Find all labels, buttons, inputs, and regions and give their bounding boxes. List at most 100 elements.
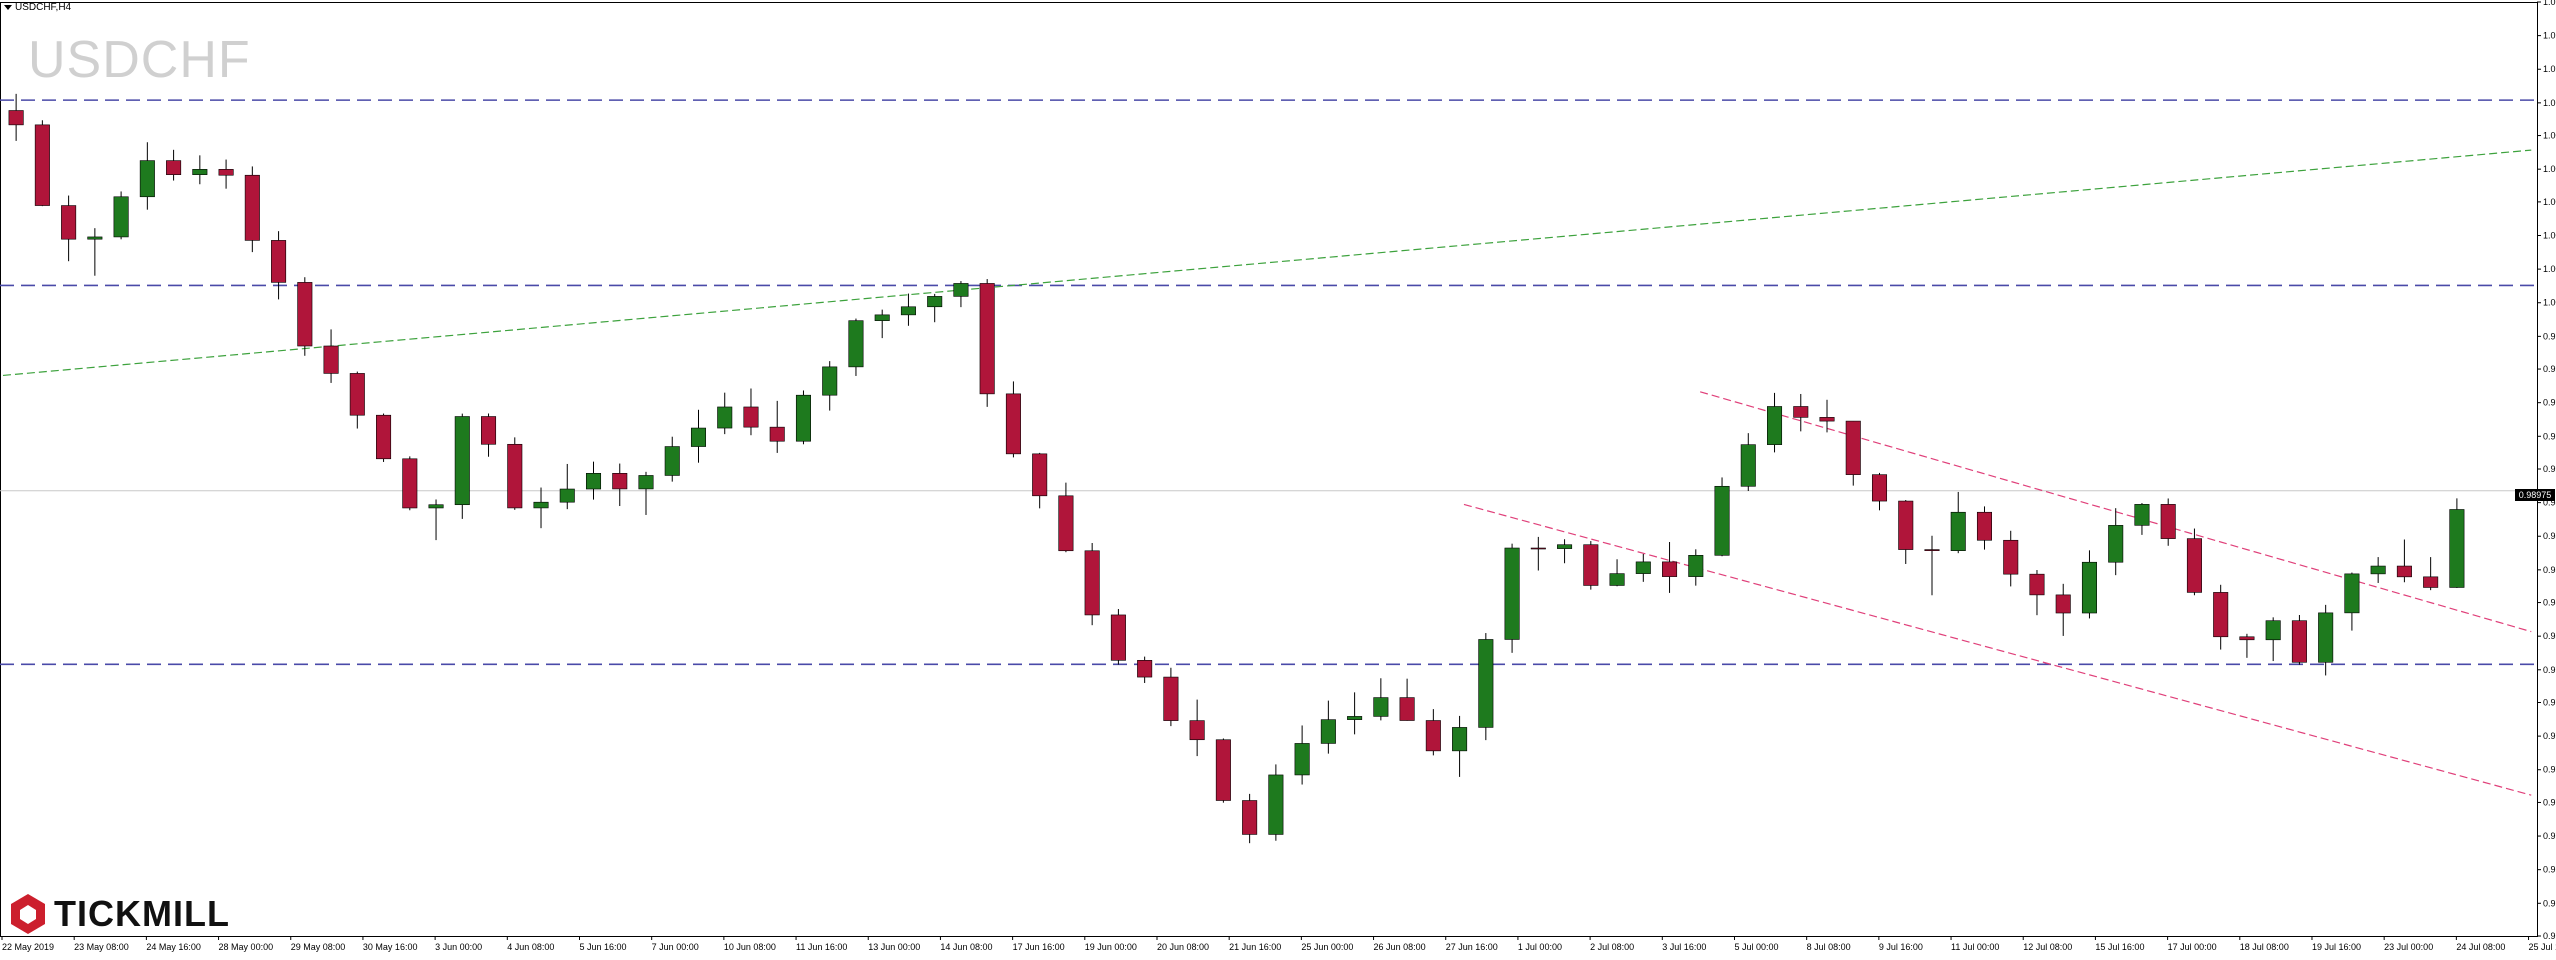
- candle: [1530, 536, 1546, 571]
- candle: [1137, 656, 1153, 683]
- x-tick-label: 1 Jul 00:00: [1518, 942, 1562, 952]
- x-tick-label: 23 Jul 00:00: [2384, 942, 2433, 952]
- y-tick-label: 1.01110: [2543, 98, 2556, 108]
- candle: [1032, 452, 1048, 509]
- chart-symbol-title: USDCHF,H4: [15, 2, 72, 13]
- x-tick-label: 5 Jul 00:00: [1734, 942, 1778, 952]
- y-tick-label: 0.98910: [2543, 498, 2556, 508]
- x-tick-label: 13 Jun 00:00: [868, 942, 920, 952]
- x-tick-label: 19 Jun 00:00: [1085, 942, 1137, 952]
- time-axis: 22 May 2019 23 May 08:00 24 May 16:00 28 Ma…: [1, 936, 2556, 952]
- candle: [927, 293, 943, 323]
- candle: [1635, 553, 1651, 582]
- candle: [874, 309, 890, 339]
- y-tick-label: 0.97440: [2543, 765, 2556, 775]
- candle: [2108, 508, 2124, 576]
- y-tick-label: 0.96890: [2543, 865, 2556, 875]
- candle: [717, 392, 733, 435]
- candle: [1084, 543, 1100, 626]
- candle: [1583, 541, 1599, 590]
- candle: [244, 166, 260, 253]
- candle: [192, 155, 208, 185]
- x-tick-label: 2 Jul 08:00: [1590, 942, 1634, 952]
- candle: [323, 329, 339, 383]
- candle: [2344, 572, 2360, 631]
- chart-header[interactable]: USDCHF,H4: [4, 2, 71, 13]
- candle: [428, 499, 444, 541]
- x-tick-label: 19 Jul 16:00: [2312, 942, 2361, 952]
- candle: [1714, 477, 1730, 557]
- candle: [1215, 738, 1231, 803]
- candle: [1005, 381, 1021, 458]
- x-tick-label: 8 Jul 08:00: [1807, 942, 1851, 952]
- candle: [979, 279, 995, 407]
- candle: [1557, 539, 1573, 564]
- candle: [2370, 557, 2386, 583]
- x-tick-label: 17 Jun 16:00: [1013, 942, 1065, 952]
- rising-trendline: [2, 149, 2532, 377]
- candle: [2029, 570, 2045, 616]
- x-tick-label: 12 Jul 08:00: [2023, 942, 2072, 952]
- horizontal-levels: [0, 99, 2537, 666]
- x-tick-label: 9 Jul 16:00: [1879, 942, 1923, 952]
- candle: [271, 231, 287, 300]
- candle: [1399, 678, 1415, 721]
- x-tick-label: 4 Jun 08:00: [507, 942, 554, 952]
- candle: [507, 437, 523, 510]
- candle: [297, 277, 313, 356]
- candle: [559, 463, 575, 510]
- y-tick-label: 0.99825: [2543, 331, 2556, 341]
- trendlines: [2, 149, 2532, 796]
- candle: [2423, 557, 2439, 591]
- x-tick-label: 26 Jun 08:00: [1374, 942, 1426, 952]
- candle: [1793, 393, 1809, 432]
- candle: [2239, 633, 2255, 658]
- x-tick-label: 25 Jun 00:00: [1301, 942, 1353, 952]
- candle: [1425, 709, 1441, 756]
- y-tick-label: 0.97260: [2543, 797, 2556, 807]
- y-tick-label: 0.98175: [2543, 631, 2556, 641]
- y-tick-label: 1.00745: [2543, 164, 2556, 174]
- candle: [1163, 667, 1179, 727]
- x-tick-label: 25 Jul 16:00: [2529, 942, 2556, 952]
- candle: [1688, 549, 1704, 586]
- candle: [900, 293, 916, 326]
- candle: [585, 461, 602, 500]
- candle: [1268, 764, 1284, 841]
- y-tick-label: 0.98725: [2543, 531, 2556, 541]
- candle: [2213, 584, 2229, 650]
- candlesticks: [8, 93, 2465, 844]
- x-tick-label: 10 Jun 08:00: [724, 942, 776, 952]
- candle: [822, 361, 838, 411]
- x-tick-label: 23 May 08:00: [74, 942, 129, 952]
- candle: [1950, 491, 1966, 554]
- y-tick-label: 0.99095: [2543, 464, 2556, 474]
- brand-logo: TICKMILL: [8, 892, 230, 936]
- x-tick-label: 14 Jun 08:00: [940, 942, 992, 952]
- y-tick-label: 0.97990: [2543, 665, 2556, 675]
- candle: [1110, 609, 1126, 665]
- x-tick-label: 21 Jun 16:00: [1229, 942, 1281, 952]
- dropdown-triangle-icon[interactable]: [4, 5, 12, 10]
- candle: [953, 281, 969, 308]
- candle: [2081, 550, 2097, 619]
- x-tick-label: 24 Jul 08:00: [2456, 942, 2505, 952]
- symbol-watermark: USDCHF: [28, 31, 251, 89]
- candle: [2291, 615, 2307, 665]
- candle: [1662, 542, 1678, 593]
- candle: [612, 463, 628, 507]
- candle: [1452, 715, 1468, 777]
- candle: [8, 93, 24, 141]
- price-axis: 1.01665 1.01480 1.01295 1.01110 1.00930 1.007…: [2537, 0, 2556, 941]
- y-tick-label: 0.99645: [2543, 364, 2556, 374]
- candle: [2186, 528, 2202, 596]
- candle: [2318, 604, 2334, 676]
- candle: [1478, 633, 1494, 741]
- y-tick-label: 0.99275: [2543, 431, 2556, 441]
- candle: [2396, 539, 2412, 583]
- candle: [533, 487, 549, 529]
- candle: [61, 195, 77, 262]
- x-tick-label: 30 May 16:00: [363, 942, 418, 952]
- y-tick-label: 0.97075: [2543, 831, 2556, 841]
